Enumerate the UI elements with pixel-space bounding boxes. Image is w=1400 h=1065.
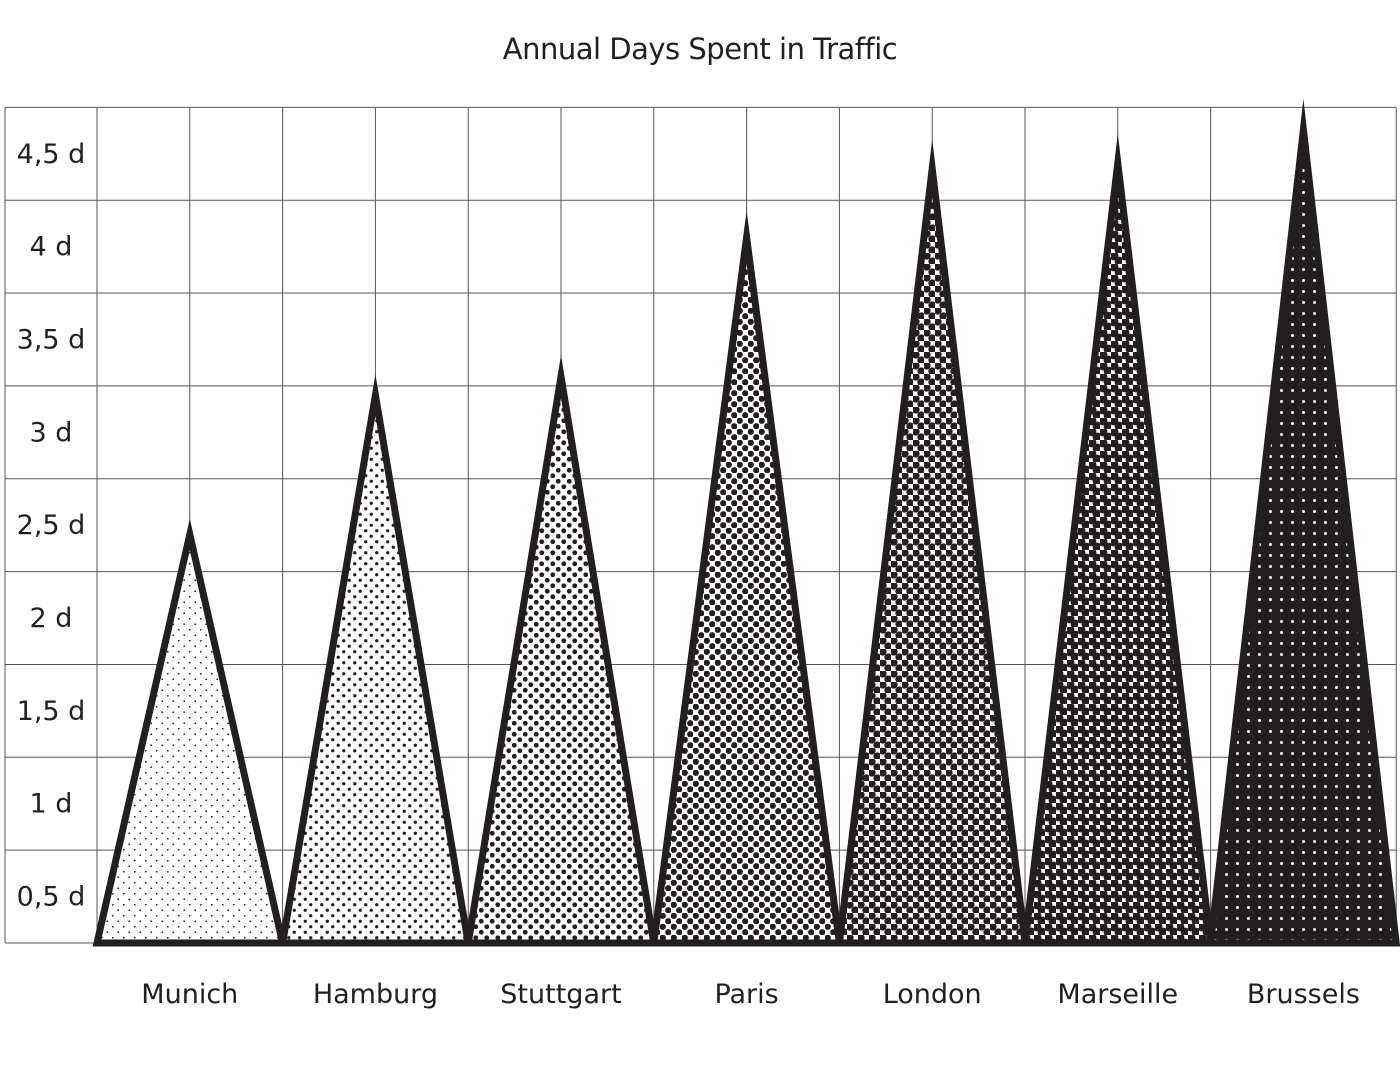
y-tick-label: 1,5 d bbox=[17, 696, 86, 727]
y-tick-label: 3,5 d bbox=[17, 324, 86, 355]
triangle-paris bbox=[649, 210, 844, 947]
triangle-marks bbox=[92, 98, 1400, 947]
triangle-stuttgart bbox=[464, 354, 658, 947]
y-tick-label: 0,5 d bbox=[17, 882, 86, 913]
x-category-label: Munich bbox=[141, 979, 238, 1010]
y-tick-label: 3 d bbox=[30, 417, 73, 448]
x-category-label: Brussels bbox=[1247, 979, 1360, 1010]
triangle-munich bbox=[92, 518, 287, 947]
y-axis: 0,5 d 1 d 1,5 d 2 d 2,5 d 3 d 3,5 d 4 d 4,5 d bbox=[17, 139, 86, 913]
triangle-london bbox=[835, 139, 1029, 947]
x-category-label: Stuttgart bbox=[500, 979, 621, 1010]
x-category-label: Paris bbox=[714, 979, 778, 1010]
x-category-label: Hamburg bbox=[313, 979, 438, 1010]
x-axis: Munich Hamburg Stuttgart Paris London Marseil… bbox=[141, 979, 1360, 1010]
y-tick-label: 2 d bbox=[30, 603, 73, 634]
chart-title: Annual Days Spent in Traffic bbox=[502, 32, 898, 66]
triangle-marseille bbox=[1021, 133, 1215, 947]
y-tick-label: 1 d bbox=[30, 789, 73, 820]
triangle-hamburg bbox=[278, 374, 473, 947]
x-category-label: London bbox=[883, 979, 982, 1010]
triangle-brussels bbox=[1206, 98, 1400, 947]
x-category-label: Marseille bbox=[1057, 979, 1178, 1010]
y-tick-label: 4,5 d bbox=[17, 139, 86, 170]
y-tick-label: 2,5 d bbox=[17, 510, 86, 541]
y-tick-label: 4 d bbox=[30, 232, 73, 263]
